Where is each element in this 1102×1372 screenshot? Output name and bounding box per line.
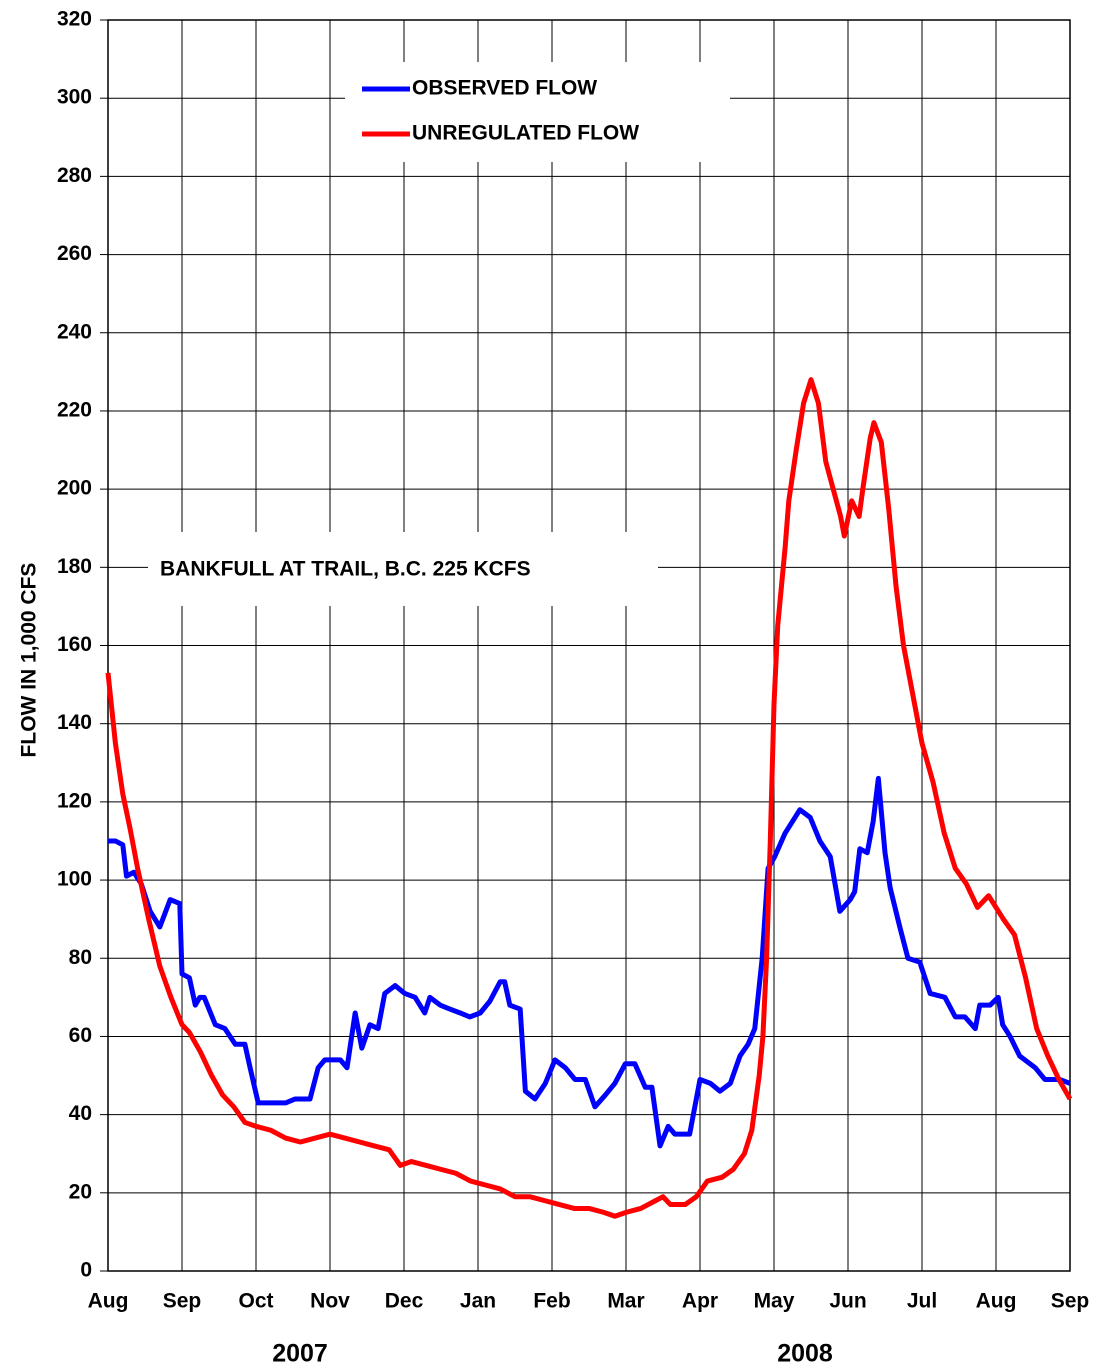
legend-box: [345, 62, 730, 162]
x-tick-label: Jan: [460, 1290, 496, 1313]
y-tick-label: 140: [57, 711, 92, 734]
x-tick-label: Aug: [88, 1290, 129, 1313]
legend-label: OBSERVED FLOW: [412, 77, 597, 100]
x-tick-label: May: [754, 1290, 795, 1313]
x-tick-label: Sep: [1051, 1290, 1090, 1313]
y-tick-label: 80: [69, 946, 92, 969]
plot-border: [107, 19, 1071, 1272]
x-tick-label: Mar: [607, 1290, 644, 1313]
x-tick-label: Dec: [385, 1290, 424, 1313]
legend-label: UNREGULATED FLOW: [412, 122, 639, 145]
y-tick-label: 100: [57, 868, 92, 891]
x-tick-label: Nov: [310, 1290, 350, 1313]
y-tick-label: 320: [57, 8, 92, 31]
y-tick-label: 0: [80, 1259, 92, 1282]
y-tick-label: 260: [57, 242, 92, 265]
x-tick-label: Jun: [829, 1290, 866, 1313]
data-line: [105, 377, 1073, 1219]
x-tick-label: Apr: [682, 1290, 718, 1313]
x-tick-label: Sep: [163, 1290, 202, 1313]
y-tick-label: 180: [57, 555, 92, 578]
y-tick-label: 280: [57, 164, 92, 187]
x-tick-label: Oct: [238, 1290, 273, 1313]
annotation: BANKFULL AT TRAIL, B.C. 225 KCFS: [160, 558, 531, 581]
y-tick-label: 60: [69, 1024, 92, 1047]
y-tick-label: 240: [57, 320, 92, 343]
y-tick-label: 40: [69, 1102, 92, 1125]
y-tick-label: 200: [57, 477, 92, 500]
x-tick-label: Feb: [533, 1290, 570, 1313]
x-tick-label: Jul: [907, 1290, 937, 1313]
annotation-box: [148, 532, 658, 606]
x-tick-label: Aug: [976, 1290, 1017, 1313]
y-tick-label: 220: [57, 398, 92, 421]
year-label: 2007: [272, 1340, 328, 1368]
y-axis-label: FLOW IN 1,000 CFS: [18, 563, 41, 758]
y-tick-label: 160: [57, 633, 92, 656]
data-line: [108, 775, 1071, 1149]
year-label: 2008: [777, 1340, 833, 1368]
y-tick-label: 300: [57, 86, 92, 109]
y-tick-label: 120: [57, 789, 92, 812]
y-tick-label: 20: [69, 1180, 92, 1203]
